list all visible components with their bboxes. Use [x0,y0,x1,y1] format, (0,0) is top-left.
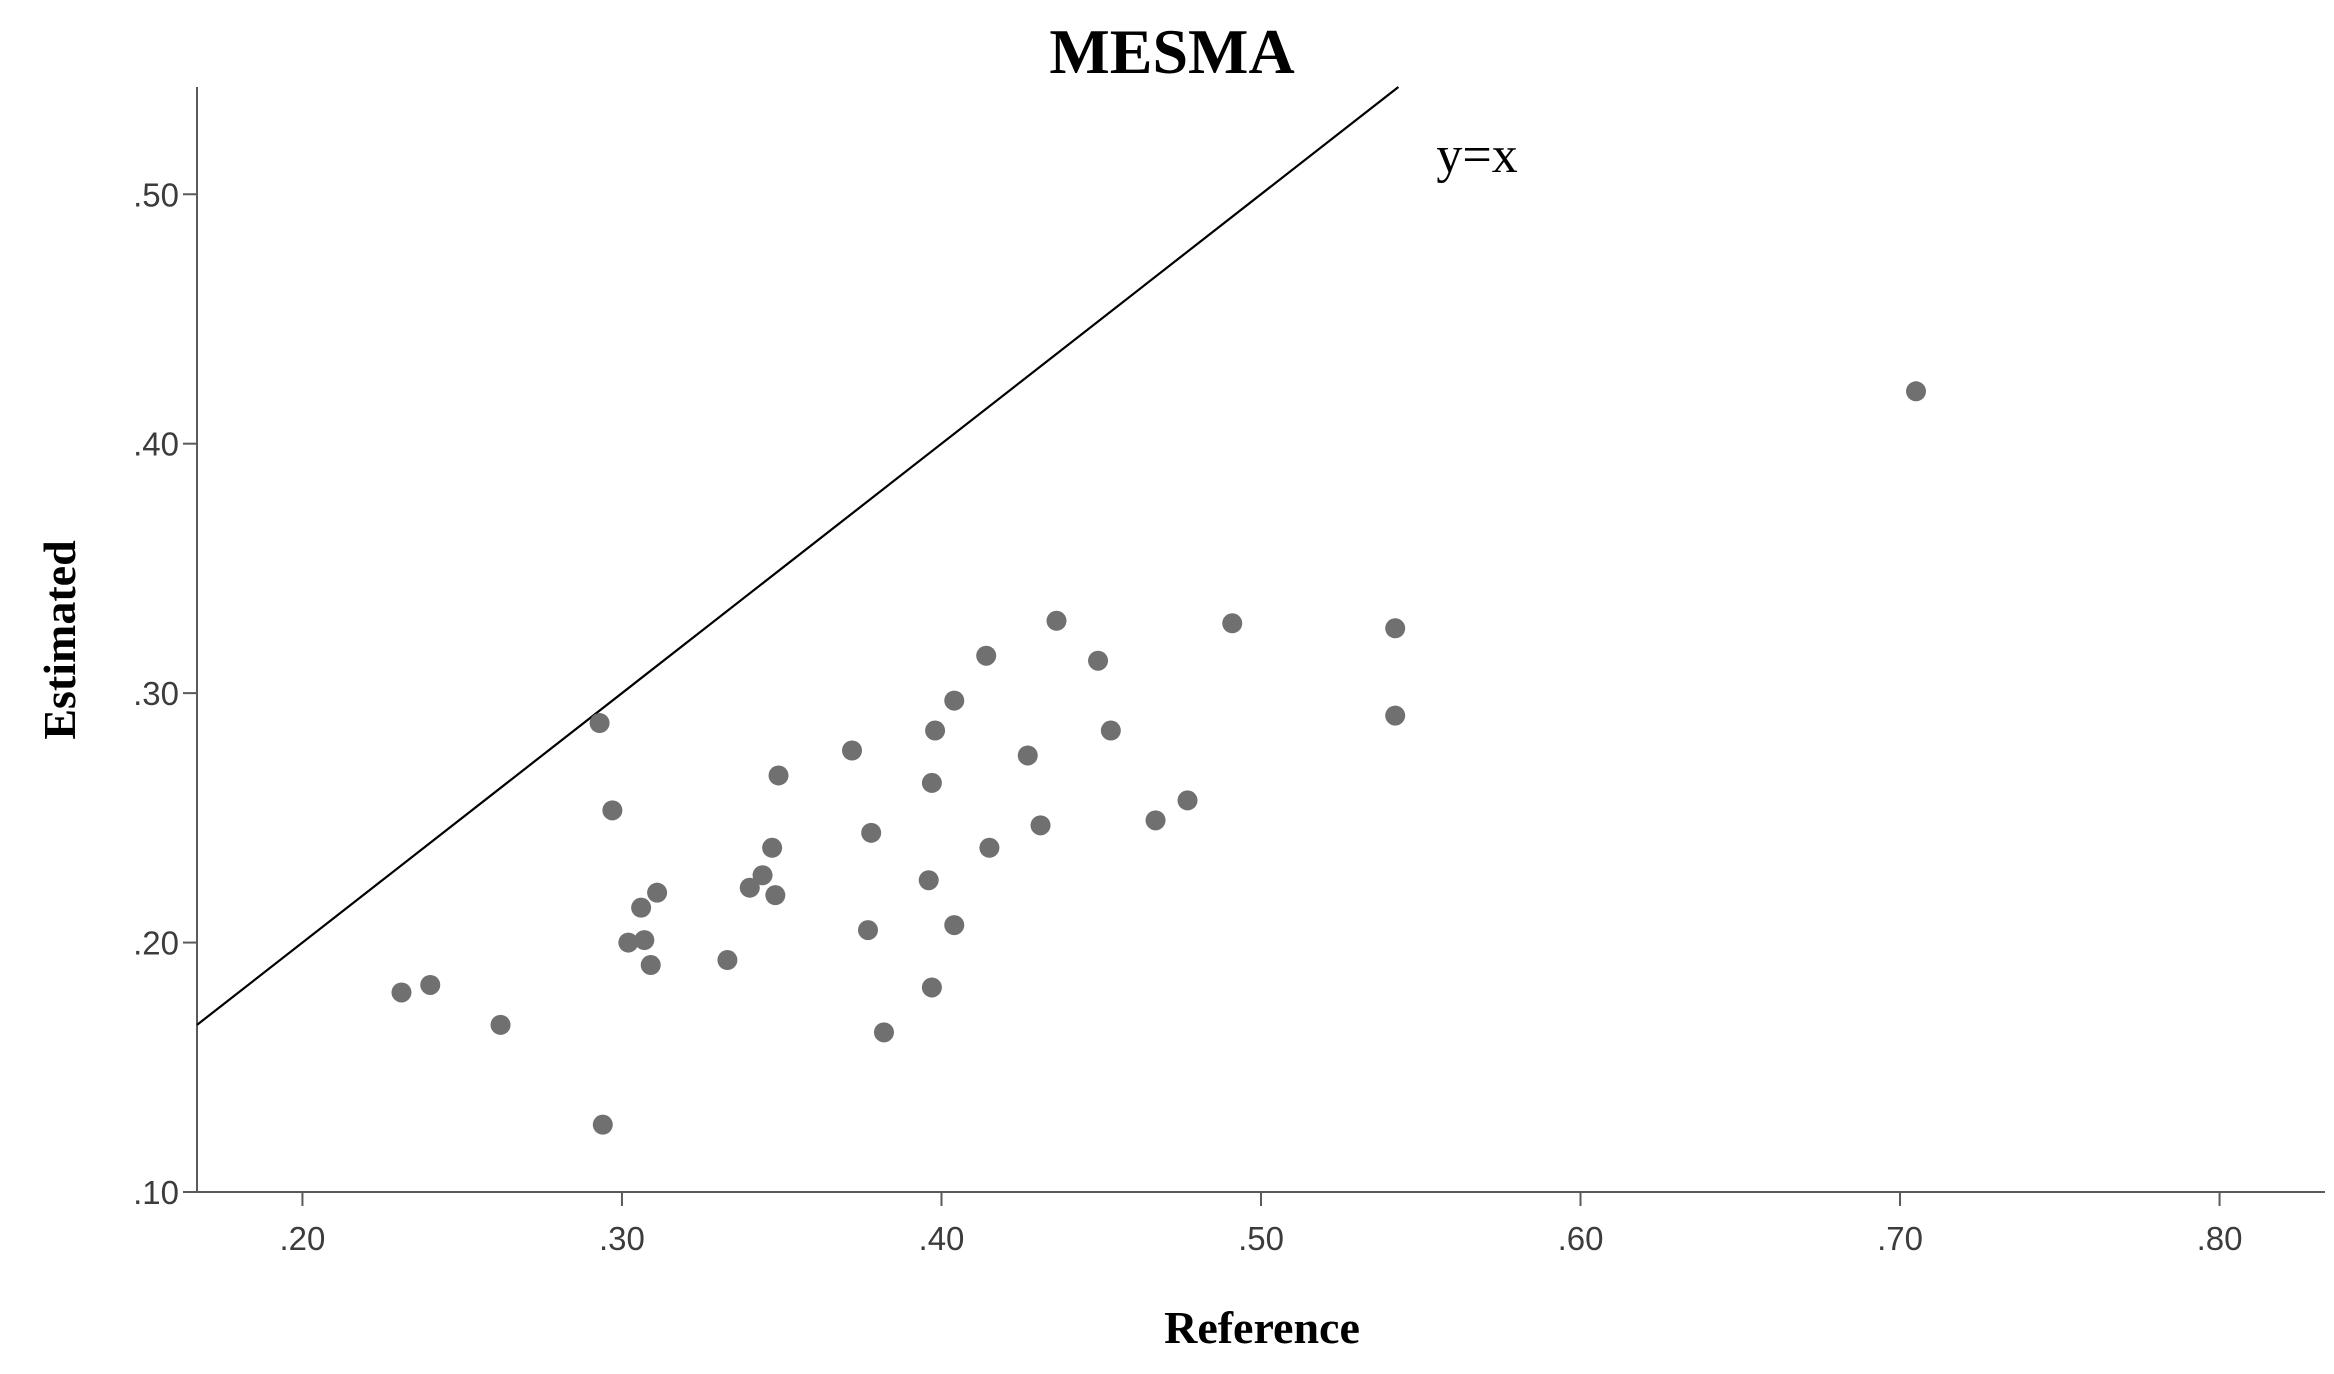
data-point [717,950,738,971]
data-point [925,720,946,741]
data-point [944,915,965,936]
x-tick-label: .20 [280,1220,326,1257]
data-point [1906,381,1927,402]
data-point [752,865,773,886]
x-tick-label: .70 [1877,1220,1923,1257]
data-point [1046,610,1067,631]
y-tick-label: .50 [133,176,179,213]
data-point [1017,745,1038,766]
data-point [1030,815,1051,836]
y-tick-label: .40 [133,426,179,463]
x-tick-label: .50 [1238,1220,1284,1257]
chart-title: MESMA [1049,16,1294,87]
data-point [631,897,652,918]
data-point [602,800,623,821]
data-point [857,920,878,941]
data-point [589,713,610,734]
y-tick-label: .20 [133,925,179,962]
data-point [921,772,942,793]
x-tick-label: .80 [2197,1220,2243,1257]
data-point [921,977,942,998]
y-tick-label: .30 [133,675,179,712]
data-point [592,1114,613,1135]
data-point [842,740,863,761]
data-point [768,765,789,786]
reference-line-label: y=x [1436,127,1517,184]
data-point [1222,613,1243,634]
data-point [640,955,661,976]
data-point [1177,790,1198,811]
data-point [873,1022,894,1043]
x-tick-label: .30 [599,1220,645,1257]
y-axis-title: Estimated [34,540,85,740]
data-point [1088,650,1109,671]
x-tick-label: .40 [919,1220,965,1257]
reference-line [196,86,1400,1026]
data-point [634,930,655,951]
data-point [1100,720,1121,741]
data-point [391,982,412,1003]
data-point [1385,618,1406,639]
x-tick-label: .60 [1558,1220,1604,1257]
data-point [1385,705,1406,726]
data-point [647,882,668,903]
y-tick-label: .10 [133,1174,179,1211]
data-point [944,690,965,711]
plot-area: .20 .30 .40 .50 .60 .70 .80 .10 .20 .30 .40 .50 y=x [133,86,2325,1257]
data-point [420,974,441,995]
data-point [976,645,997,666]
data-point [861,822,882,843]
data-point [490,1014,511,1035]
x-axis-title: Reference [1164,1302,1360,1353]
data-point [739,877,760,898]
data-point [765,885,786,906]
data-point [979,837,1000,858]
data-point [618,932,639,953]
data-point [762,837,783,858]
data-point [918,870,939,891]
data-point [1145,810,1166,831]
